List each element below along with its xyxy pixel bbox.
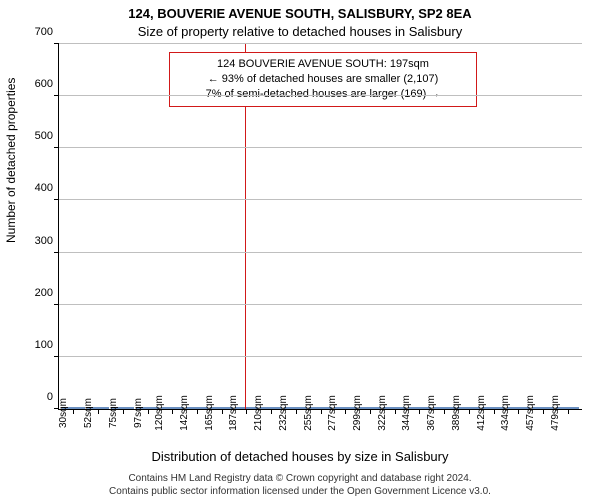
x-tick-mark <box>222 409 223 414</box>
callout-line3: 7% of semi-detached houses are larger (1… <box>178 87 468 102</box>
y-tick-label: 500 <box>35 130 53 142</box>
histogram-plot: 30sqm52sqm75sqm97sqm120sqm142sqm165sqm18… <box>58 44 582 410</box>
x-tick-label: 344sqm <box>402 395 413 431</box>
y-tick-mark <box>54 95 59 96</box>
x-tick-label: 367sqm <box>426 395 437 431</box>
footnote: Contains HM Land Registry data © Crown c… <box>0 473 600 498</box>
y-tick-mark <box>54 408 59 409</box>
y-tick-mark <box>54 304 59 305</box>
footnote-line2: Contains public sector information licen… <box>0 486 600 499</box>
x-axis-caption: Distribution of detached houses by size … <box>0 449 600 464</box>
x-tick-mark <box>321 409 322 414</box>
x-tick-mark <box>518 409 519 414</box>
page-title-address: 124, BOUVERIE AVENUE SOUTH, SALISBURY, S… <box>0 6 600 21</box>
x-tick-mark <box>419 409 420 414</box>
gridline <box>59 147 582 148</box>
x-tick-label: 277sqm <box>327 395 338 431</box>
x-tick-label: 479sqm <box>550 395 561 431</box>
gridline <box>59 199 582 200</box>
x-tick-label: 412sqm <box>476 395 487 431</box>
y-tick-mark <box>54 147 59 148</box>
y-axis-label: Number of detached properties <box>4 78 18 243</box>
gridline <box>59 43 582 44</box>
x-tick-label: 322sqm <box>377 395 388 431</box>
x-tick-mark <box>543 409 544 414</box>
callout-line2: ← 93% of detached houses are smaller (2,… <box>178 72 468 87</box>
x-tick-label: 255sqm <box>303 395 314 431</box>
y-tick-mark <box>54 252 59 253</box>
x-tick-label: 434sqm <box>501 395 512 431</box>
x-tick-mark <box>469 409 470 414</box>
x-tick-mark <box>73 409 74 414</box>
x-tick-label: 187sqm <box>229 395 240 431</box>
x-tick-mark <box>568 409 569 414</box>
x-tick-mark <box>345 409 346 414</box>
callout-line1: 124 BOUVERIE AVENUE SOUTH: 197sqm <box>178 57 468 72</box>
callout-box: 124 BOUVERIE AVENUE SOUTH: 197sqm ← 93% … <box>169 52 477 107</box>
x-tick-mark <box>123 409 124 414</box>
bar-slot: 52sqm <box>86 407 111 409</box>
x-tick-mark <box>395 409 396 414</box>
page-title-subtitle: Size of property relative to detached ho… <box>0 24 600 39</box>
y-tick-label: 200 <box>35 287 53 299</box>
gridline <box>59 252 582 253</box>
x-tick-label: 165sqm <box>204 395 215 431</box>
x-tick-label: 30sqm <box>58 398 69 428</box>
x-tick-mark <box>296 409 297 414</box>
gridline <box>59 356 582 357</box>
x-tick-mark <box>98 409 99 414</box>
y-tick-label: 0 <box>47 391 53 403</box>
x-tick-label: 457sqm <box>525 395 536 431</box>
x-tick-label: 52sqm <box>83 398 94 428</box>
x-tick-mark <box>444 409 445 414</box>
x-tick-mark <box>271 409 272 414</box>
x-tick-label: 142sqm <box>179 395 190 431</box>
x-tick-label: 232sqm <box>278 395 289 431</box>
y-tick-label: 300 <box>35 235 53 247</box>
y-tick-mark <box>54 199 59 200</box>
x-tick-label: 389sqm <box>451 395 462 431</box>
gridline <box>59 95 582 96</box>
x-tick-mark <box>370 409 371 414</box>
gridline <box>59 304 582 305</box>
footnote-line1: Contains HM Land Registry data © Crown c… <box>0 473 600 486</box>
x-tick-label: 75sqm <box>108 398 119 428</box>
bar-slot: 479sqm <box>555 407 580 409</box>
y-tick-label: 400 <box>35 182 53 194</box>
x-tick-label: 210sqm <box>253 395 264 431</box>
x-tick-mark <box>148 409 149 414</box>
x-tick-mark <box>197 409 198 414</box>
x-tick-label: 299sqm <box>352 395 363 431</box>
bar-slot: 75sqm <box>110 407 135 409</box>
y-tick-label: 100 <box>35 339 53 351</box>
y-tick-mark <box>54 356 59 357</box>
x-tick-mark <box>246 409 247 414</box>
y-tick-mark <box>54 43 59 44</box>
y-tick-label: 700 <box>35 26 53 38</box>
x-tick-mark <box>494 409 495 414</box>
x-tick-label: 97sqm <box>133 398 144 428</box>
y-tick-label: 600 <box>35 78 53 90</box>
x-tick-label: 120sqm <box>154 395 165 431</box>
x-tick-mark <box>172 409 173 414</box>
